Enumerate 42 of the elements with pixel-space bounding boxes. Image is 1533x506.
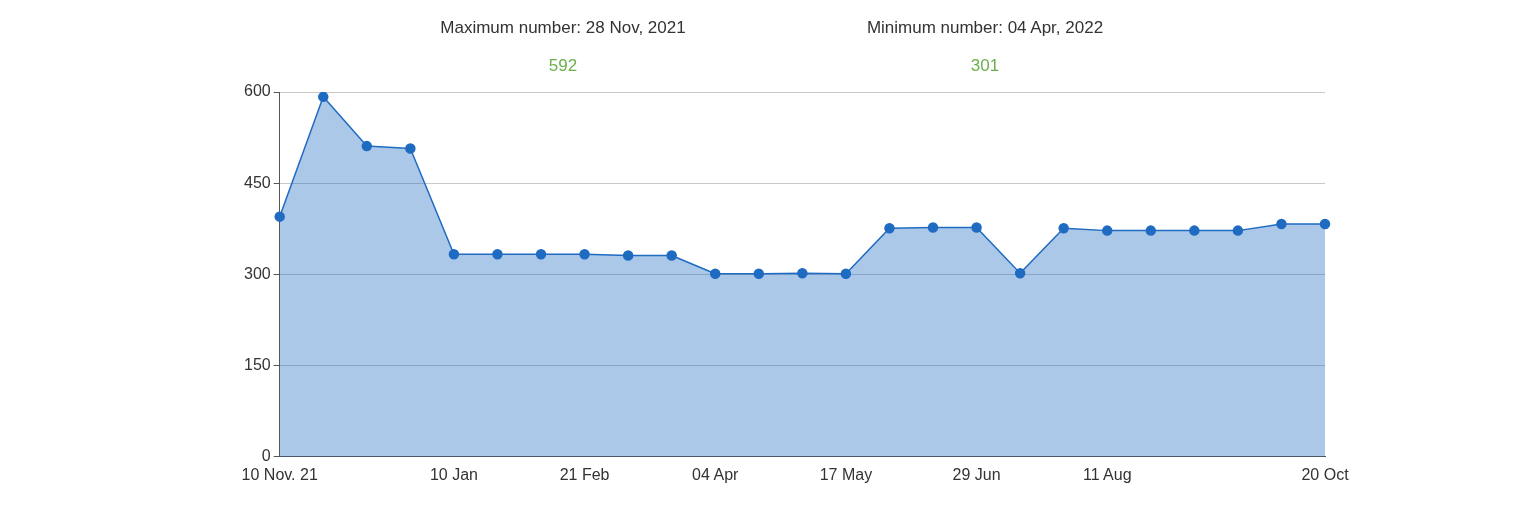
point <box>884 222 895 234</box>
point <box>1189 225 1200 236</box>
point <box>709 268 721 280</box>
x-tick-label: 20 Oct <box>1301 465 1350 483</box>
point <box>1232 225 1244 236</box>
x-tick-label: 10 Nov. 21 <box>241 465 318 483</box>
point <box>753 268 765 280</box>
y-tick-label: 300 <box>243 264 271 282</box>
point <box>492 249 503 260</box>
x-tick-label: 29 Jun <box>952 465 1001 483</box>
point <box>1101 225 1113 236</box>
point <box>1145 225 1157 236</box>
point <box>448 249 460 260</box>
point <box>622 250 634 261</box>
y-tick-label: 150 <box>243 356 271 374</box>
point <box>927 222 939 233</box>
point <box>666 250 677 261</box>
point <box>840 268 852 280</box>
y-tick-label: 600 <box>243 82 271 100</box>
point <box>405 143 416 154</box>
point <box>274 211 285 222</box>
point <box>535 249 547 260</box>
x-tick-label: 04 Apr <box>692 465 740 483</box>
point <box>797 267 808 279</box>
text: Maximum number: 28 Nov, 2021 <box>439 18 687 38</box>
y-tick-label: 450 <box>243 173 271 191</box>
text: 592 <box>547 56 579 76</box>
text: Minimum number: 04 Apr, 2022 <box>865 18 1105 38</box>
point <box>1276 218 1287 230</box>
point <box>1014 267 1026 279</box>
point <box>579 249 590 260</box>
point <box>971 222 982 233</box>
x-tick-label: 21 Feb <box>559 465 610 483</box>
point <box>1319 218 1331 230</box>
x-tick-label: 11 Aug <box>1082 465 1132 483</box>
point <box>318 92 329 103</box>
x-tick-label: 10 Jan <box>429 465 478 483</box>
point <box>361 140 373 152</box>
point <box>1058 222 1069 234</box>
y-tick-label: 0 <box>261 447 271 465</box>
x-tick-label: 17 May <box>819 465 873 483</box>
text: 301 <box>969 56 1001 76</box>
